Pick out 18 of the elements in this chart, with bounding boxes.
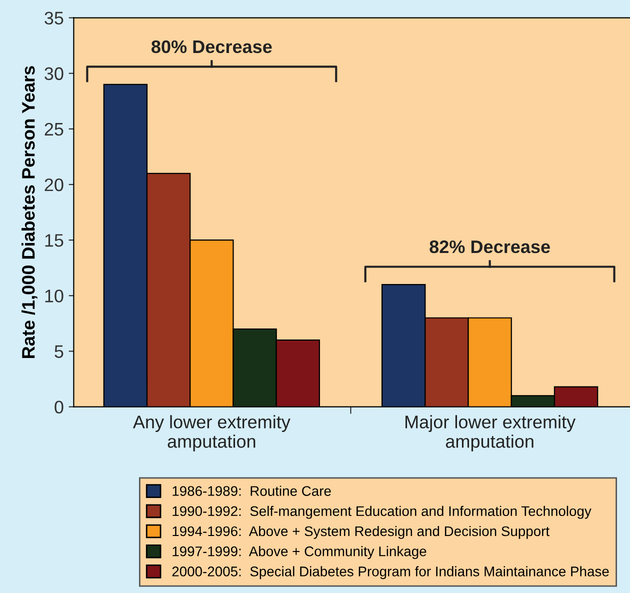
y-tick-label: 25 (44, 122, 64, 136)
legend-label: 2000-2005: Special Diabetes Program for Indians Maintainance Phase (172, 566, 609, 580)
annotation: 82% Decrease (430, 240, 550, 254)
x-tick-label: Major lower extremity amputation (406, 415, 576, 452)
annotation: 80% Decrease (152, 40, 272, 54)
legend-label: 1986-1989: Routine Care (172, 486, 331, 496)
y-axis-title: Rate /1,000 Diabetes Person Years (22, 66, 38, 358)
legend-label: 1997-1999: Above + Community Linkage (172, 546, 426, 560)
legend-label: 1990-1992: Self-mangement Education and Information Technology (172, 506, 592, 519)
y-tick-label: 35 (44, 12, 64, 25)
x-tick-label: Any lower extremity amputation (132, 415, 290, 452)
y-tick-label: 0 (54, 400, 64, 414)
y-tick-label: 5 (54, 345, 64, 358)
y-tick-label: 15 (45, 234, 64, 247)
legend-label: 1994-1996: Above + System Redesign and Decision Support (172, 526, 550, 539)
y-tick-label: 20 (44, 178, 64, 192)
y-tick-label: 30 (44, 67, 64, 80)
y-tick-label: 10 (45, 290, 64, 302)
